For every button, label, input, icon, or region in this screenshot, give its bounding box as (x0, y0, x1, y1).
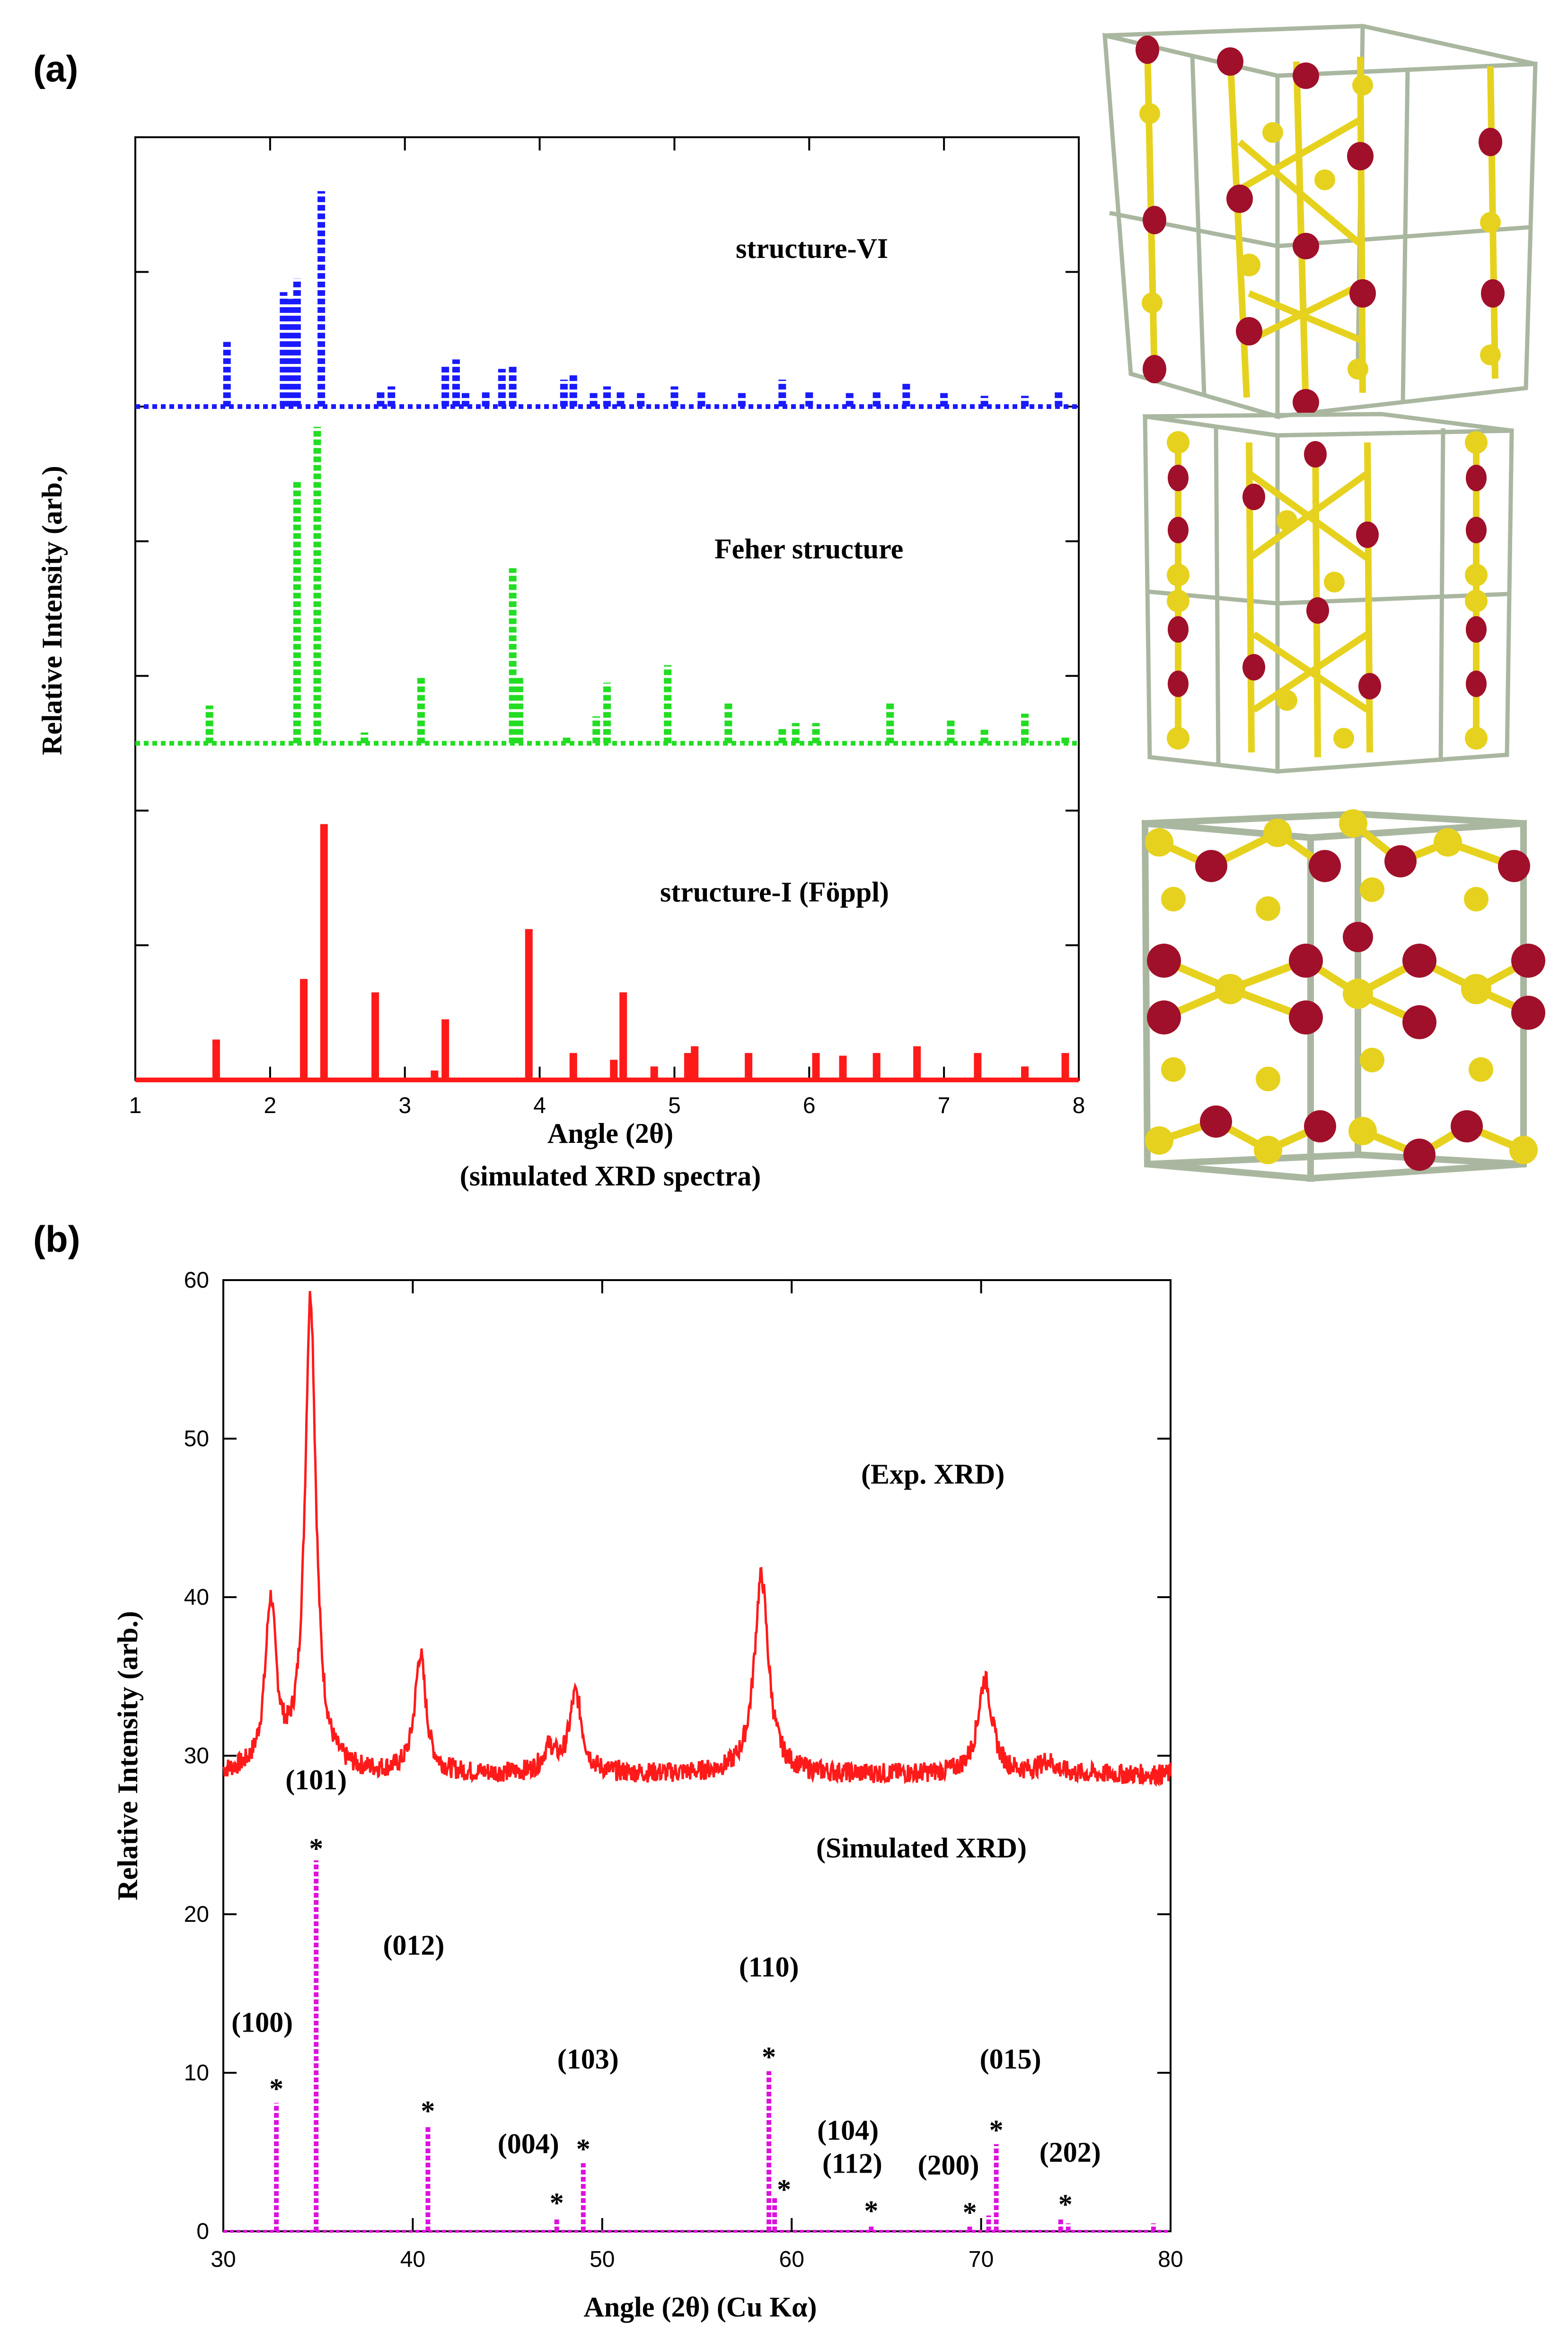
y-tick-label: 10 (184, 2060, 209, 2086)
dark-atoms (1136, 35, 1505, 416)
series-simulated-xrd (223, 1860, 1171, 2233)
peak-star-marker: * (1058, 2189, 1073, 2220)
panel-b-x-tick-labels: 30 40 50 60 70 80 (211, 2247, 1183, 2272)
series-structure-vi (135, 191, 1079, 409)
y-tick-label: 20 (184, 1902, 209, 1927)
panel-b-series (222, 1291, 1172, 2233)
y-tick-label: 60 (184, 1268, 209, 1293)
crystal-structure-vi (1102, 24, 1538, 419)
x-tick-label: 1 (129, 1093, 142, 1118)
series-label-exp-xrd: (Exp. XRD) (861, 1459, 1004, 1490)
series-label-simulated-xrd: (Simulated XRD) (816, 1832, 1027, 1864)
dark-atoms (1147, 845, 1545, 1171)
peak-star-marker: * (762, 2042, 776, 2073)
peak-star-marker: * (576, 2133, 590, 2165)
x-tick-label: 50 (590, 2247, 615, 2272)
peak-star-marker: * (550, 2187, 564, 2219)
y-tick-label: 40 (184, 1585, 209, 1610)
panel-b-plot: * (100) * (101) * (012) * (004) * (103) * (110) * (10… (112, 1268, 1183, 2323)
peak-star-marker: * (963, 2197, 977, 2228)
crystal-structure-feher (1143, 412, 1514, 774)
panel-a-ticks (134, 136, 1080, 1081)
hkl-label: (110) (739, 1952, 799, 1983)
x-tick-label: 60 (779, 2247, 804, 2272)
hkl-label: (004) (498, 2128, 559, 2159)
peak-star-marker: * (864, 2195, 878, 2227)
panel-a-series (135, 191, 1079, 1082)
crystal-structure-i (1141, 809, 1545, 1182)
panel-a-x-tick-labels: 1 2 3 4 5 6 7 8 (129, 1093, 1085, 1118)
peak-star-marker: * (309, 1833, 323, 1864)
series-structure-i-f-ppl (135, 824, 1079, 1082)
dark-atoms (1168, 441, 1487, 699)
x-tick-label: 2 (264, 1093, 277, 1118)
hkl-label: (112) (822, 2148, 882, 2179)
x-tick-label: 5 (668, 1093, 681, 1118)
panel-b-y-axis-label: Relative Intensity (arb.) (112, 1611, 143, 1901)
panel-b-annotations: * (100) * (101) * (012) * (004) * (103) * (110) * (10… (231, 1764, 1101, 2228)
hkl-label: (015) (980, 2043, 1041, 2075)
panel-a-x-axis-label: Angle (2θ) (547, 1118, 673, 1149)
x-tick-label: 6 (803, 1093, 816, 1118)
y-tick-label: 30 (184, 1743, 209, 1768)
series-label-structure-vi: structure-VI (736, 233, 888, 264)
panel-a-y-axis-label: Relative Intensity (arb.) (36, 466, 68, 755)
light-atoms (1139, 75, 1501, 380)
x-tick-label: 40 (400, 2247, 425, 2272)
x-tick-label: 80 (1158, 2247, 1183, 2272)
x-tick-label: 3 (398, 1093, 411, 1118)
x-tick-label: 70 (969, 2247, 994, 2272)
panel-b-frame (222, 1279, 1172, 2232)
peak-star-marker: * (421, 2095, 435, 2127)
panel-a-plot: 1 2 3 4 5 6 7 8 structure-VI Feher structure st… (36, 136, 1085, 1192)
panel-b-label: (b) (33, 1218, 80, 1260)
x-tick-label: 4 (533, 1093, 546, 1118)
hkl-label: (101) (285, 1764, 347, 1795)
series-exp-xrd (222, 1291, 1172, 1787)
peak-star-marker: * (269, 2073, 283, 2104)
panel-a-frame (134, 136, 1080, 1081)
series-label-feher: Feher structure (714, 533, 903, 565)
hkl-label: (200) (918, 2149, 979, 2181)
unit-cell-frame (1143, 412, 1514, 774)
panel-a-label: (a) (33, 48, 78, 89)
panel-a-x-axis-sublabel: (simulated XRD spectra) (460, 1160, 761, 1192)
light-atoms (1167, 431, 1488, 750)
x-tick-label: 8 (1073, 1093, 1085, 1118)
series-label-structure-i: structure-I (Föppl) (660, 876, 889, 908)
panel-b-ticks (222, 1279, 1172, 2232)
peak-star-marker: * (989, 2114, 1004, 2146)
hkl-label: (100) (231, 2007, 293, 2038)
panel-b-x-axis-label: Angle (2θ) (Cu Kα) (583, 2291, 817, 2323)
x-tick-label: 7 (938, 1093, 951, 1118)
hkl-label: (103) (557, 2043, 619, 2075)
light-atoms (1145, 809, 1538, 1164)
y-tick-label: 0 (196, 2219, 209, 2244)
hkl-label: (104) (817, 2114, 879, 2146)
x-tick-label: 30 (211, 2247, 236, 2272)
hkl-label: (202) (1039, 2137, 1101, 2168)
peak-star-marker: * (777, 2174, 791, 2205)
unit-cell-frame (1102, 24, 1538, 419)
series-feher-structure (135, 426, 1079, 746)
panel-b-y-tick-labels: 0 10 20 30 40 50 60 (184, 1268, 209, 2244)
hkl-label: (012) (383, 1930, 444, 1961)
y-tick-label: 50 (184, 1426, 209, 1451)
